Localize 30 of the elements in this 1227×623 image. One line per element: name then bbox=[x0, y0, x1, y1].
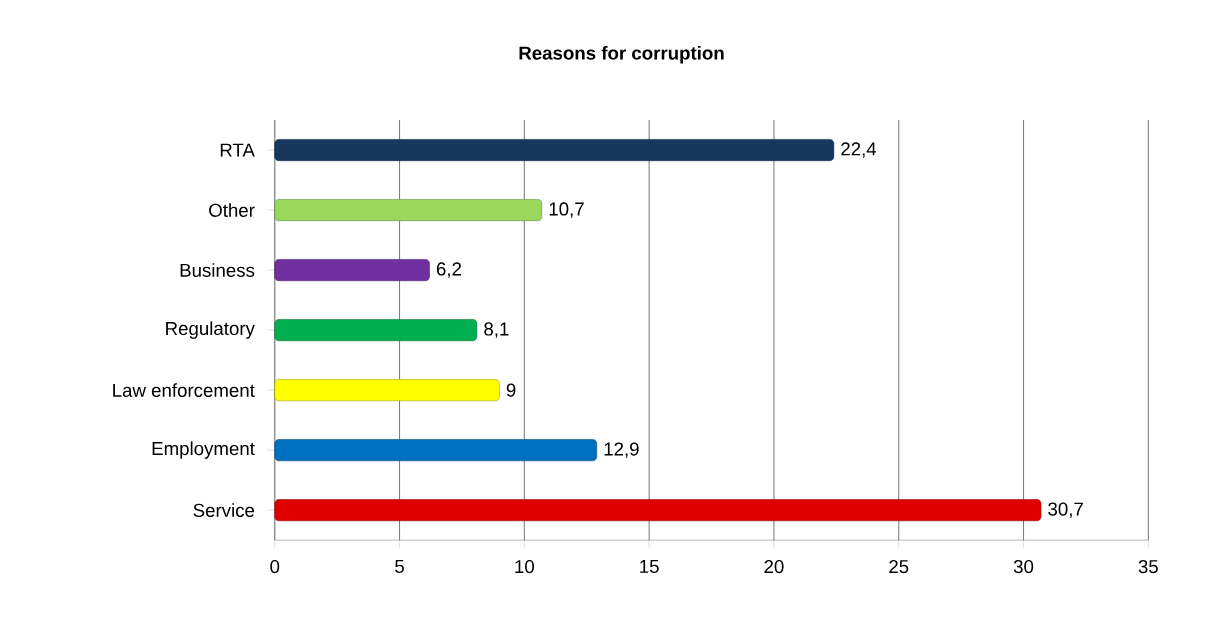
y-tick-label: Other bbox=[209, 203, 255, 218]
y-tick-label: Regulatory bbox=[166, 321, 255, 339]
bar bbox=[274, 199, 543, 222]
data-label: 12,9 bbox=[604, 442, 639, 458]
chart-title: Reasons for corruption bbox=[519, 46, 724, 64]
x-tick-label: 5 bbox=[395, 560, 404, 574]
y-tick-label: Law enforcement bbox=[113, 383, 255, 398]
bar bbox=[274, 139, 835, 162]
data-label: 30,7 bbox=[1048, 502, 1083, 518]
bar bbox=[274, 379, 500, 402]
data-label: 9 bbox=[506, 383, 516, 397]
bar bbox=[274, 259, 430, 282]
bar bbox=[274, 319, 478, 342]
x-tick-label: 25 bbox=[889, 560, 909, 574]
x-tick-label: 0 bbox=[270, 560, 280, 574]
bar bbox=[274, 439, 597, 462]
x-tick-label: 20 bbox=[764, 560, 784, 574]
y-tick-label: Employment bbox=[152, 441, 255, 459]
x-tick-label: 15 bbox=[640, 560, 659, 574]
bar bbox=[274, 499, 1042, 522]
data-label: 22,4 bbox=[841, 142, 877, 158]
data-label: 8,1 bbox=[484, 322, 509, 338]
y-tick-label: Service bbox=[193, 503, 255, 518]
x-tick-label: 10 bbox=[515, 560, 534, 574]
x-tick-label: 35 bbox=[1138, 560, 1158, 574]
data-label: 6,2 bbox=[436, 262, 462, 278]
y-tick-label: Business bbox=[180, 263, 255, 278]
x-tick-label: 30 bbox=[1013, 560, 1034, 574]
y-tick-label: RTA bbox=[220, 143, 255, 157]
data-label: 10,7 bbox=[549, 202, 584, 218]
